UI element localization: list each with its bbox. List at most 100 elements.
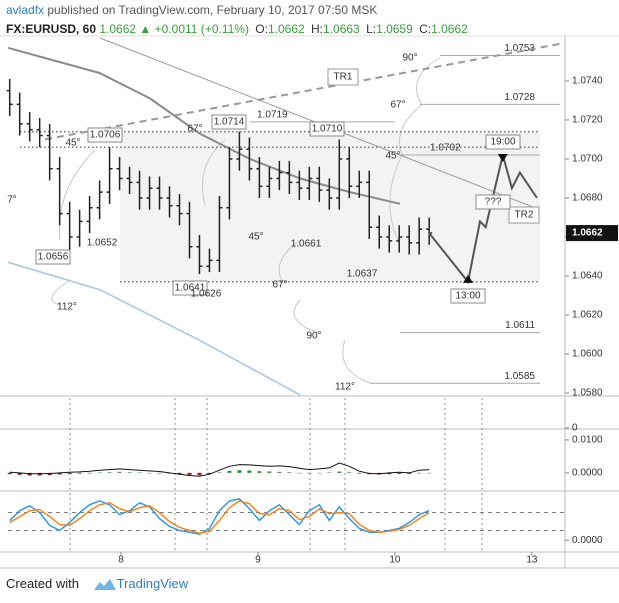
forecast-marker (462, 274, 473, 283)
logo-shape (94, 579, 116, 590)
annotation: 112° (57, 302, 77, 313)
high: 1.0663 (323, 22, 360, 36)
y-tick-label: 0 (572, 423, 578, 434)
macd-histogram-bar (197, 472, 202, 476)
annotation: 67° (187, 124, 202, 135)
annotation-box (450, 288, 486, 304)
annotation-box (87, 127, 123, 143)
oscillator-line (9, 500, 430, 535)
macd-histogram-bar (287, 472, 292, 473)
price-level-label: 1.0702 (430, 143, 461, 154)
macd-histogram-bar (237, 470, 242, 473)
y-tick-label: 1.0640 (572, 271, 603, 282)
macd-histogram-bar (297, 472, 302, 474)
macd-histogram-bar (307, 472, 312, 474)
macd-histogram-bar (107, 472, 112, 473)
trendline (44, 42, 561, 141)
annotation-box (309, 121, 345, 137)
annotation: 1.0714 (214, 117, 245, 128)
annotation: 45° (385, 151, 400, 162)
y-tick-label: 0.0100 (572, 435, 603, 446)
macd-histogram-bar (147, 472, 152, 474)
x-tick-label: 8 (118, 555, 124, 566)
annotation: 112° (335, 382, 355, 393)
macd-histogram-bar (267, 471, 272, 473)
author[interactable]: avladfx (6, 3, 45, 17)
annotation: 45° (248, 232, 263, 243)
macd-histogram-bar (67, 472, 72, 474)
open: 1.0662 (267, 22, 305, 36)
macd-histogram-bar (317, 472, 322, 474)
macd-histogram-bar (207, 472, 212, 475)
trendline-label-box (327, 68, 359, 86)
logo (94, 579, 116, 590)
forecast-marker (497, 154, 508, 163)
annotation: 1.0706 (90, 130, 121, 141)
price-level-label: 1.0585 (504, 371, 535, 382)
footer: Created with TradingView (6, 576, 188, 591)
macd-histogram-bar (397, 472, 402, 474)
forecast-line (428, 154, 538, 285)
macd-histogram-bar (87, 472, 92, 474)
macd-histogram-bar (137, 472, 142, 474)
price-level-label: 1.0611 (505, 320, 535, 331)
close-label: C: (419, 22, 432, 36)
y-tick-label: 0.0000 (572, 535, 603, 546)
price-level-label: 1.0728 (504, 92, 535, 103)
macd-histogram-bar (327, 472, 332, 474)
macd-histogram-bar (7, 472, 12, 475)
macd-histogram-bar (77, 472, 82, 474)
x-tick-label: 9 (255, 555, 261, 566)
macd-histogram-bar (117, 471, 122, 473)
created-with: Created with (6, 576, 79, 591)
y-tick-label: 1.0580 (572, 388, 603, 399)
annotation: 1.0661 (291, 239, 322, 250)
y-tick-label: 1.0720 (572, 115, 603, 126)
y-tick-label: 1.0700 (572, 154, 603, 165)
trendline-label: TR1 (334, 72, 353, 83)
macd-histogram-bar (57, 472, 62, 475)
brand[interactable]: TradingView (116, 576, 189, 591)
macd-histogram-bar (127, 472, 132, 473)
annotation: 90° (402, 53, 417, 64)
oscillator-line (9, 498, 430, 536)
low: 1.0659 (376, 22, 413, 36)
annotation: 67° (272, 280, 287, 291)
price-level-label: 1.0719 (257, 110, 288, 121)
annotation-box (485, 134, 521, 150)
high-label: H: (311, 22, 324, 36)
macd-histogram-bar (427, 472, 432, 474)
macd-histogram-bar (357, 472, 362, 474)
x-tick-label: 10 (389, 555, 401, 566)
y-tick-label: 1.0740 (572, 76, 603, 87)
symbol: FX:EURUSD, 60 (6, 22, 97, 36)
last-price: 1.0662 (572, 228, 603, 239)
macd-histogram-bar (97, 472, 102, 474)
gann-arc (58, 149, 96, 241)
annotation: 90° (306, 331, 321, 342)
annotation: 1.0626 (191, 289, 222, 300)
gann-arc (415, 57, 441, 106)
annotation: 1.0641 (175, 283, 206, 294)
macd-line (9, 462, 430, 477)
y-tick-label: 0.0000 (572, 467, 603, 478)
macd-histogram-bar (157, 472, 162, 474)
open-label: O: (255, 22, 268, 36)
macd-histogram-bar (347, 472, 352, 473)
annotation: 45° (65, 138, 80, 149)
price-level-label: 1.0753 (504, 43, 535, 54)
macd-histogram-bar (387, 472, 392, 475)
macd-histogram-bar (17, 472, 22, 475)
annotation: ??? (485, 197, 502, 208)
last-price-box (566, 225, 618, 242)
gann-arc (51, 279, 71, 306)
annotation-box (35, 249, 71, 265)
y-tick-label: 1.0680 (572, 193, 603, 204)
macd-histogram-bar (257, 471, 262, 473)
header: avladfx published on TradingView.com, Fe… (6, 3, 377, 17)
annotation-box (475, 194, 511, 210)
macd-histogram-bar (227, 470, 232, 473)
x-tick-label: 13 (526, 555, 538, 566)
macd-histogram-bar (187, 472, 192, 475)
